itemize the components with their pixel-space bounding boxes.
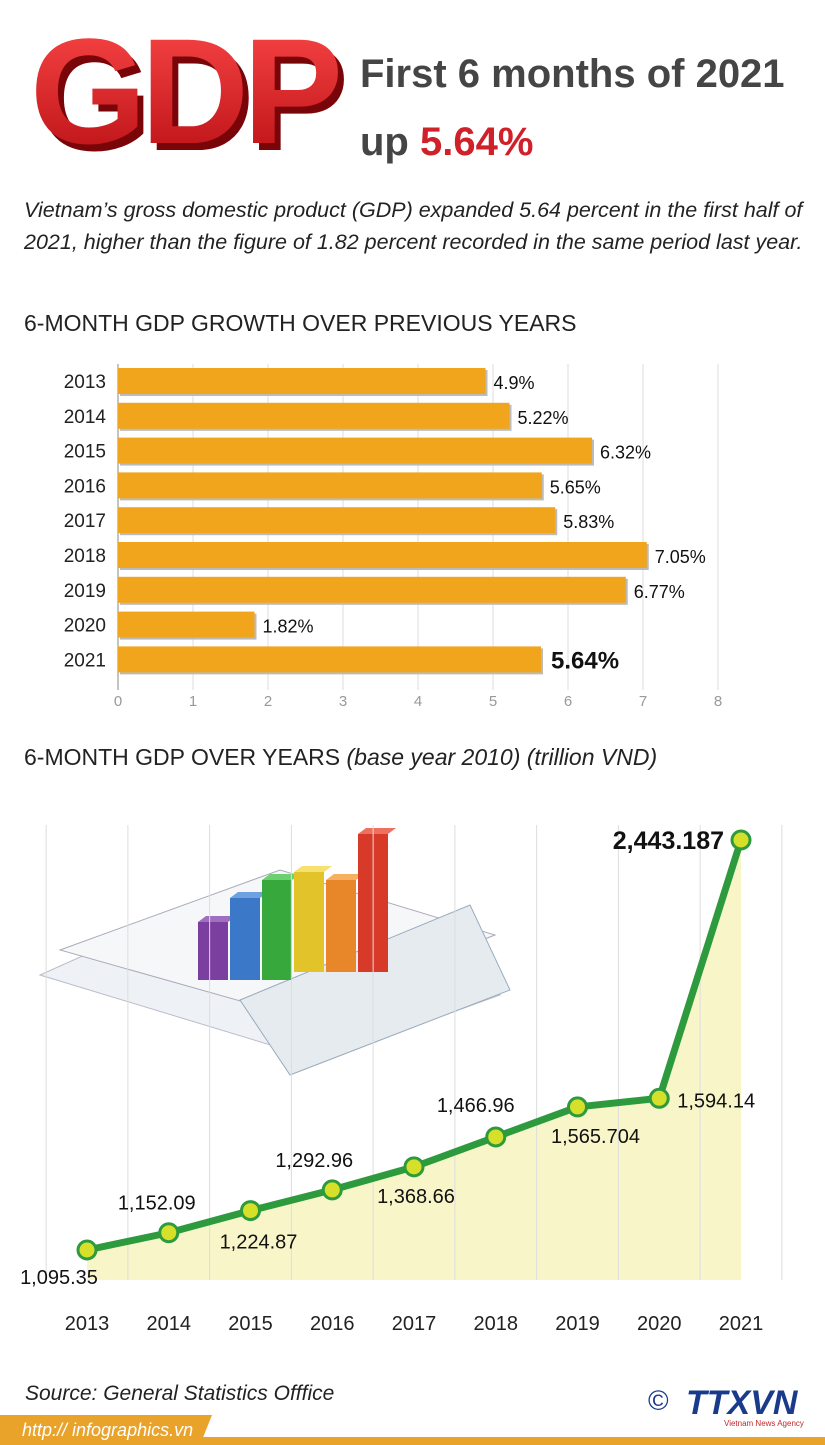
value-label: 1.82% bbox=[263, 617, 314, 637]
bar bbox=[118, 542, 647, 568]
x-tick-label: 2019 bbox=[555, 1313, 600, 1335]
x-tick-label: 2015 bbox=[228, 1313, 273, 1335]
intro: Vietnam’s gross domestic product (GDP) e… bbox=[24, 198, 803, 254]
x-tick-label: 2016 bbox=[310, 1313, 355, 1335]
marker bbox=[730, 829, 752, 851]
marker bbox=[648, 1087, 670, 1109]
title-prefix: up bbox=[360, 120, 409, 164]
bar bbox=[118, 611, 255, 638]
bar bbox=[118, 576, 626, 603]
bar bbox=[118, 437, 592, 464]
title-highlight: 5.64% bbox=[420, 120, 534, 164]
value-label: 1,095.35 bbox=[20, 1267, 98, 1289]
x-tick-label: 1 bbox=[189, 693, 197, 710]
y-tick-label: 2018 bbox=[64, 546, 106, 567]
value-label: 5.22% bbox=[518, 408, 569, 428]
chart-subtitle: (base year 2010) (trillion VND) bbox=[346, 744, 658, 770]
value-label: 1,152.09 bbox=[118, 1193, 196, 1215]
value-label: 1,368.66 bbox=[377, 1186, 455, 1208]
value-label: 4.9% bbox=[494, 373, 535, 393]
value-label: 2,443.187 bbox=[613, 827, 724, 855]
copyright: © bbox=[648, 1385, 669, 1416]
value-label: 1,594.14 bbox=[677, 1090, 755, 1112]
value-label: 6.32% bbox=[600, 443, 651, 463]
value-label: 5.65% bbox=[550, 477, 601, 497]
x-tick-label: 2013 bbox=[65, 1313, 110, 1335]
bar bbox=[118, 472, 542, 499]
line-chart: 2013 1,095.35 2014 1,152.09 2015 1,224.87 2016… bbox=[20, 825, 783, 1335]
chart-title: 6-MONTH GDP GROWTH OVER PREVIOUS YEARS bbox=[24, 310, 577, 336]
value-label: 5.83% bbox=[563, 512, 614, 532]
x-tick-label: 2 bbox=[264, 693, 272, 710]
footer-line bbox=[0, 1437, 825, 1445]
value-label: 5.64% bbox=[551, 647, 619, 674]
area bbox=[87, 840, 741, 1280]
chart-title-main: 6-MONTH GDP OVER YEARS bbox=[24, 744, 341, 770]
x-tick-label: 0 bbox=[114, 693, 122, 710]
value-label: 7.05% bbox=[655, 547, 706, 567]
x-tick-label: 2018 bbox=[474, 1313, 519, 1335]
marker bbox=[240, 1200, 261, 1222]
agency-name: Vietnam News Agency bbox=[724, 1419, 804, 1428]
marker bbox=[567, 1096, 588, 1118]
y-tick-label: 2020 bbox=[64, 616, 106, 637]
chart-title: 6-MONTH GDP OVER YEARS (base year 2010) … bbox=[24, 744, 657, 771]
title: First 6 months of 2021 bbox=[360, 52, 785, 96]
bar-chart: 0 1 2 3 4 5 6 7 8 2013 4.9% 2014 5.22% 2015 6.32% 2016 5… bbox=[64, 364, 722, 710]
y-tick-label: 2016 bbox=[64, 476, 106, 497]
y-tick-label: 2021 bbox=[64, 650, 106, 671]
bar bbox=[118, 368, 486, 394]
x-tick-label: 2021 bbox=[719, 1313, 764, 1335]
y-tick-label: 2013 bbox=[64, 372, 106, 393]
value-label: 6.77% bbox=[634, 582, 685, 602]
value-label: 1,565.704 bbox=[551, 1126, 640, 1148]
x-tick-label: 7 bbox=[639, 693, 647, 710]
marker bbox=[158, 1222, 180, 1244]
x-tick-label: 8 bbox=[714, 693, 722, 710]
logo-shadow: GDP bbox=[36, 14, 344, 182]
y-tick-label: 2014 bbox=[64, 407, 107, 428]
y-tick-label: 2015 bbox=[64, 442, 106, 463]
bar bbox=[118, 507, 556, 534]
x-tick-label: 2017 bbox=[392, 1313, 437, 1335]
x-tick-label: 6 bbox=[564, 693, 572, 710]
illustration bbox=[38, 828, 511, 1076]
value-label: 1,292.96 bbox=[275, 1150, 353, 1172]
x-tick-label: 5 bbox=[489, 693, 497, 710]
marker bbox=[403, 1156, 425, 1178]
source: Source: General Statistics Offfice bbox=[25, 1382, 334, 1405]
x-tick-label: 3 bbox=[339, 693, 347, 710]
bar bbox=[118, 402, 510, 429]
marker bbox=[76, 1239, 98, 1261]
x-tick-label: 4 bbox=[414, 693, 422, 710]
marker bbox=[485, 1126, 507, 1148]
bar bbox=[118, 646, 541, 673]
value-label: 1,224.87 bbox=[220, 1232, 298, 1254]
agency-logo: TTXVN bbox=[686, 1384, 799, 1422]
logo: GDP bbox=[30, 7, 338, 175]
y-tick-label: 2019 bbox=[64, 581, 106, 602]
y-tick-label: 2017 bbox=[64, 511, 106, 532]
marker bbox=[321, 1179, 343, 1201]
value-label: 1,466.96 bbox=[437, 1095, 515, 1117]
x-tick-label: 2020 bbox=[637, 1313, 682, 1335]
footer-url[interactable]: http:// infographics.vn bbox=[22, 1420, 193, 1440]
x-tick-label: 2014 bbox=[147, 1313, 192, 1335]
subtitle: up 5.64% bbox=[360, 120, 533, 165]
